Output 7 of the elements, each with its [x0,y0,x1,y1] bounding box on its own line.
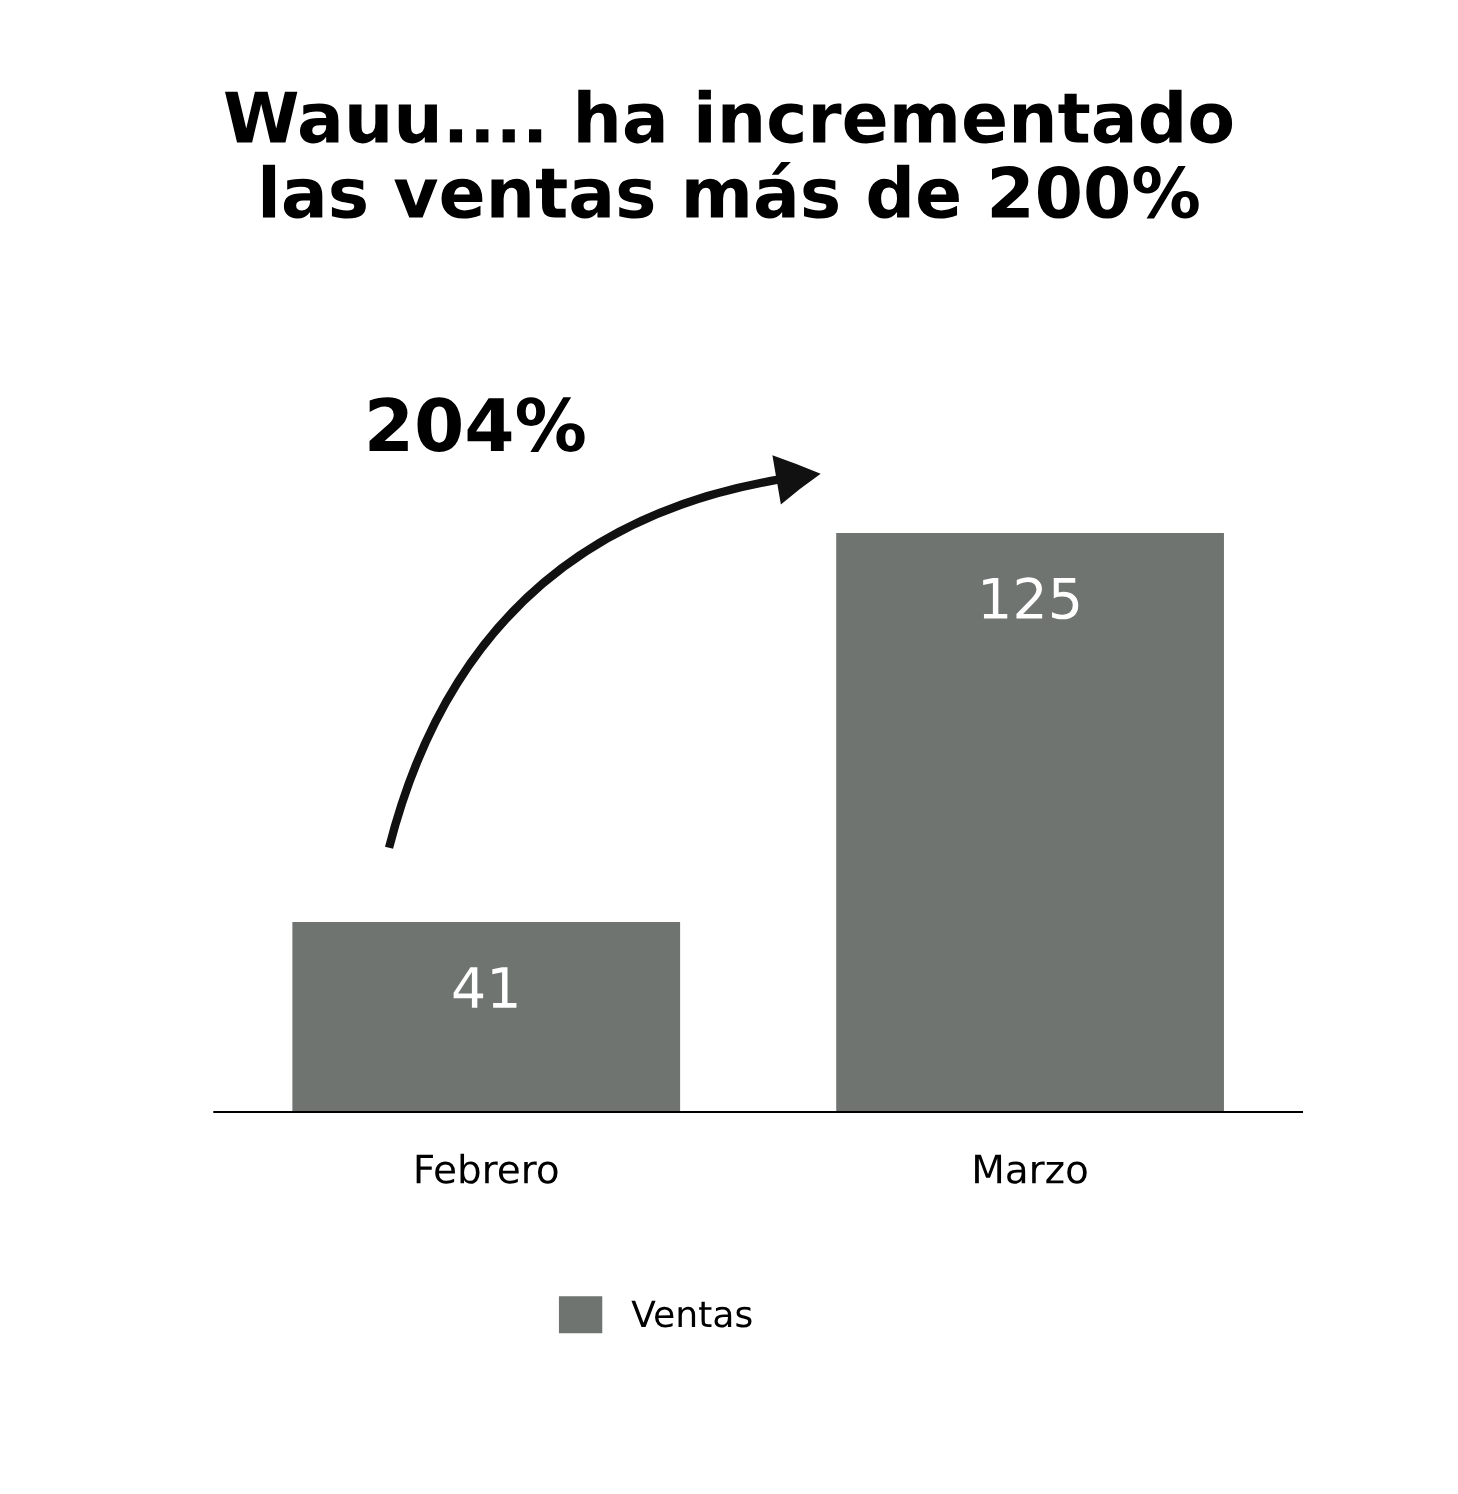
text: 204% [369,397,585,452]
x-tick-label: Febrero [416,1153,558,1184]
legend-label: Ventas [631,1300,752,1328]
chart-title: Wauu.... ha incrementado las ventas más de 200% [225,89,1233,219]
x-tick-label: Marzo [975,1154,1087,1184]
data-label: 41 [453,967,517,1008]
data-label: 125 [983,577,1079,620]
